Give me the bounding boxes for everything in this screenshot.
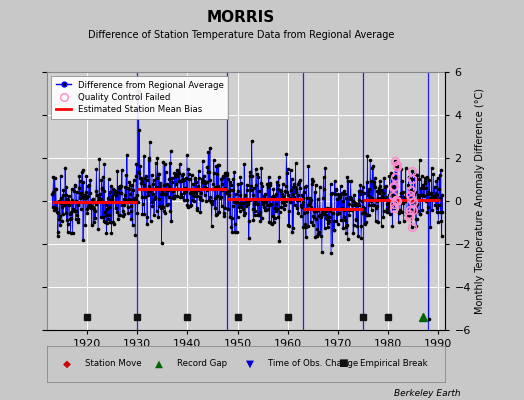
Text: ▲: ▲: [155, 358, 162, 368]
Text: Station Move: Station Move: [85, 359, 141, 368]
Legend: Difference from Regional Average, Quality Control Failed, Estimated Station Mean: Difference from Regional Average, Qualit…: [51, 76, 228, 119]
Y-axis label: Monthly Temperature Anomaly Difference (°C): Monthly Temperature Anomaly Difference (…: [475, 88, 485, 314]
Text: Berkeley Earth: Berkeley Earth: [395, 389, 461, 398]
Text: ■: ■: [338, 358, 347, 368]
Text: Difference of Station Temperature Data from Regional Average: Difference of Station Temperature Data f…: [88, 30, 394, 40]
Text: Time of Obs. Change: Time of Obs. Change: [268, 359, 358, 368]
Text: ▼: ▼: [246, 358, 254, 368]
Text: MORRIS: MORRIS: [207, 10, 275, 25]
Text: ◆: ◆: [63, 358, 71, 368]
Text: Empirical Break: Empirical Break: [360, 359, 428, 368]
Text: Record Gap: Record Gap: [177, 359, 227, 368]
